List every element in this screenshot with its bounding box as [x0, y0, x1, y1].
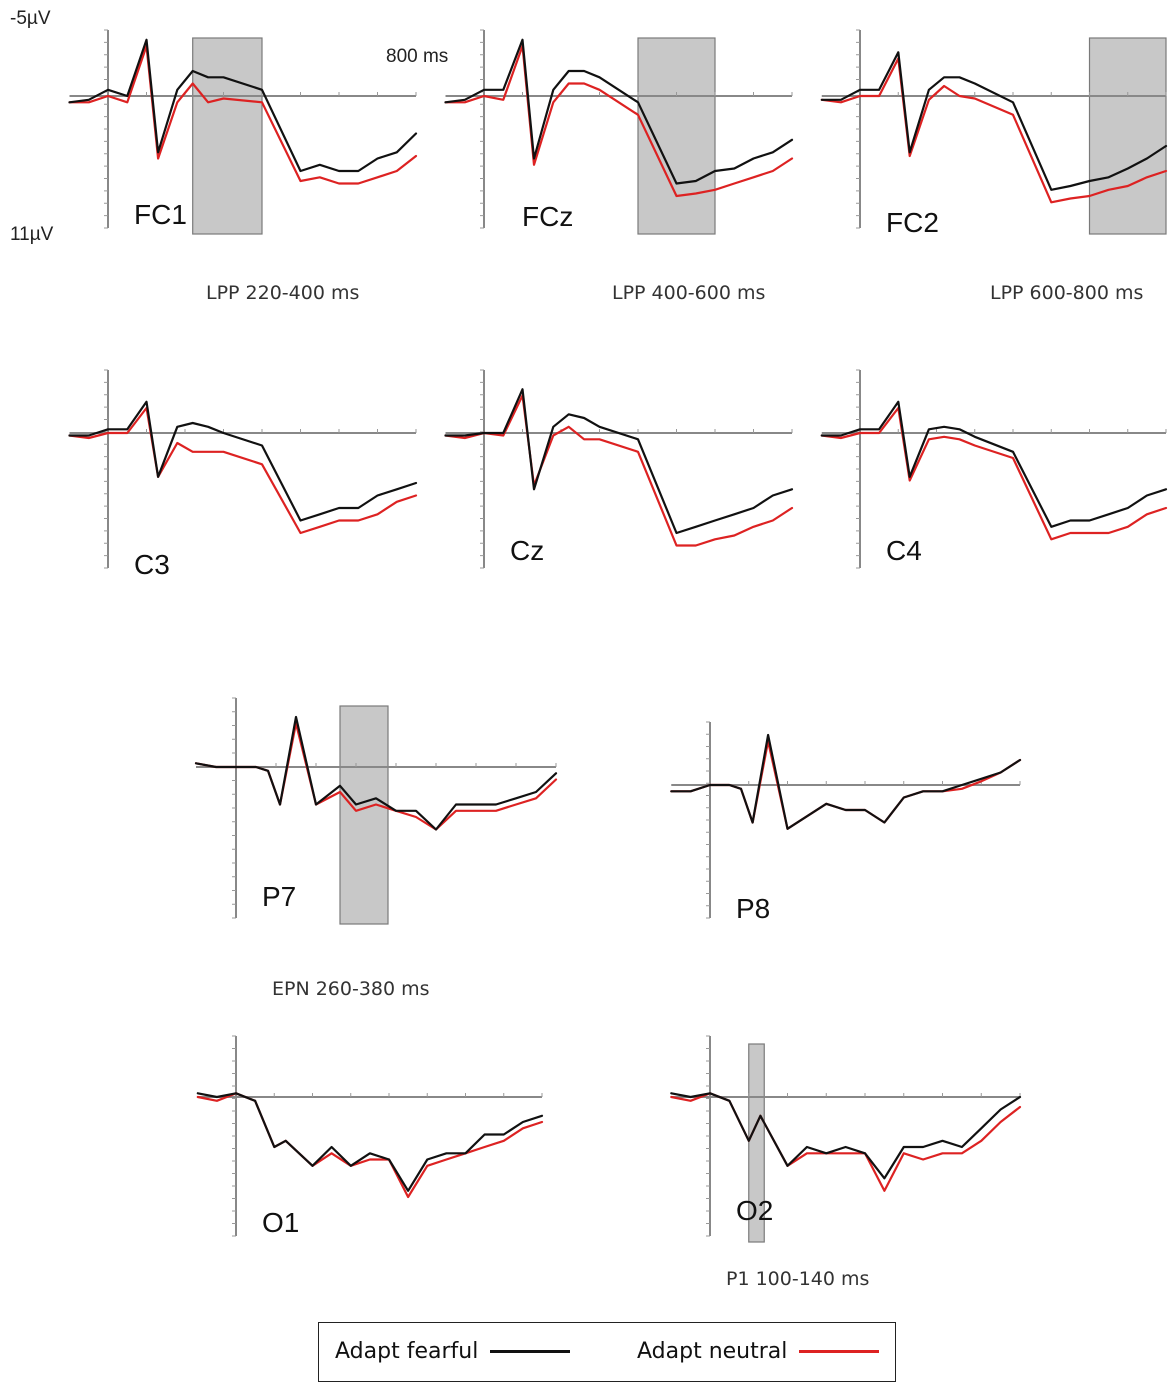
series-line-neutral	[68, 406, 418, 535]
electrode-label: O1	[262, 1207, 299, 1238]
highlight-window-o2	[748, 1043, 765, 1243]
electrode-label: C4	[886, 535, 922, 566]
legend: Adapt fearful Adapt neutral	[318, 1322, 896, 1382]
series-line-neutral	[444, 44, 794, 198]
series-line-fearful	[670, 1092, 1022, 1180]
legend-label-neutral: Adapt neutral	[637, 1339, 788, 1364]
series-line-neutral	[820, 406, 1168, 541]
legend-item-fearful: Adapt fearful	[335, 1339, 571, 1364]
series-line-fearful	[820, 400, 1168, 528]
electrode-label: P7	[262, 881, 296, 912]
legend-item-neutral: Adapt neutral	[637, 1339, 880, 1364]
erp-panel-fc2: FC2	[820, 29, 1168, 238]
highlight-window-fcz	[637, 37, 716, 235]
window-label-lpp-600-800: LPP 600-800 ms	[990, 282, 1144, 304]
erp-panel-o2: O2	[670, 1035, 1022, 1243]
electrode-label: Cz	[510, 535, 544, 566]
series-line-fearful	[194, 715, 558, 831]
time-marker-label: 800 ms	[386, 46, 449, 67]
electrode-label: O2	[736, 1195, 773, 1226]
scale-top-label: -5µV	[10, 8, 51, 29]
series-line-fearful	[820, 51, 1168, 191]
highlight-window-fc1	[192, 37, 263, 235]
scale-bottom-label: 11µV	[10, 224, 54, 245]
electrode-label: C3	[134, 549, 170, 580]
series-line-fearful	[68, 38, 418, 173]
electrode-label: P8	[736, 893, 770, 924]
legend-swatch-fearful	[490, 1350, 571, 1353]
erp-panel-fc1: FC1	[68, 29, 418, 235]
erp-panel-o1: O1	[196, 1035, 544, 1238]
legend-label-fearful: Adapt fearful	[335, 1339, 479, 1364]
electrode-label: FC2	[886, 207, 939, 238]
electrode-label: FC1	[134, 199, 187, 230]
legend-swatch-neutral	[799, 1350, 880, 1353]
window-label-lpp-400-600: LPP 400-600 ms	[612, 282, 766, 304]
series-line-fearful	[68, 400, 418, 522]
erp-panel-c4: C4	[820, 369, 1168, 569]
series-line-fearful	[196, 1092, 544, 1192]
series-line-fearful	[444, 38, 794, 185]
series-line-fearful	[444, 388, 794, 535]
series-line-neutral	[196, 1092, 544, 1199]
highlight-window-p7	[339, 705, 389, 925]
series-line-neutral	[820, 57, 1168, 204]
electrode-label: FCz	[522, 201, 573, 232]
window-label-epn: EPN 260-380 ms	[272, 978, 430, 1000]
erp-panel-c3: C3	[68, 369, 418, 580]
highlight-window-fc2	[1088, 37, 1167, 235]
erp-panel-p8: P8	[670, 721, 1022, 924]
window-label-lpp-220-400: LPP 220-400 ms	[206, 282, 360, 304]
erp-panel-fcz: FCz	[444, 29, 794, 235]
window-label-p1: P1 100-140 ms	[726, 1268, 870, 1290]
erp-panel-p7: P7	[194, 697, 558, 925]
series-line-fearful	[670, 733, 1022, 830]
erp-panel-cz: Cz	[444, 369, 794, 569]
series-line-neutral	[444, 394, 794, 547]
series-line-neutral	[68, 44, 418, 185]
